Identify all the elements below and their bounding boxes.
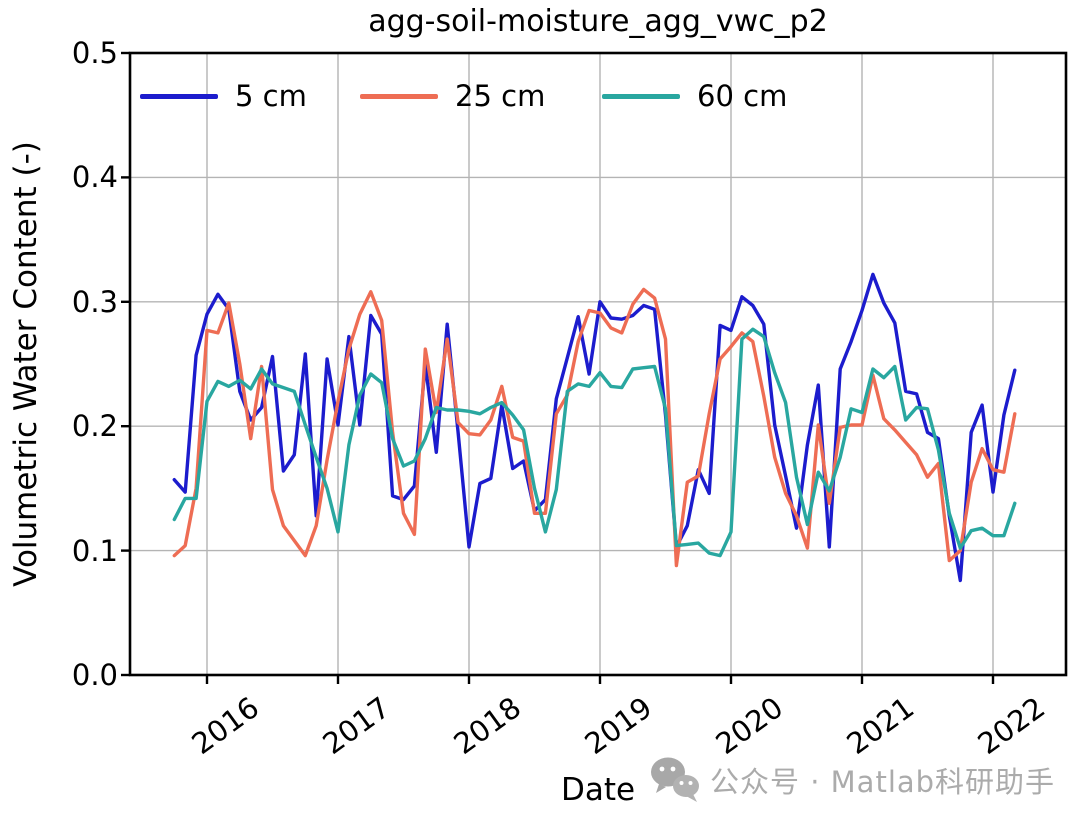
legend-line-sample-25cm — [360, 93, 438, 99]
legend-item-60cm: 60 cm — [602, 76, 787, 116]
y-axis-label: Volumetric Water Content (-) — [8, 141, 44, 587]
legend-label-5cm: 5 cm — [235, 79, 307, 113]
y-tick-label: 0.4 — [71, 160, 118, 195]
legend-label-25cm: 25 cm — [455, 79, 546, 113]
series-line-60cm — [172, 327, 1017, 558]
chart-title: agg-soil-moisture_agg_vwc_p2 — [368, 4, 828, 39]
wechat-icon — [651, 757, 699, 802]
legend-label-60cm: 60 cm — [697, 79, 788, 113]
y-tick-label: 0.1 — [71, 533, 118, 568]
axes-border — [128, 51, 1068, 677]
watermark: 公众号 · Matlab科研助手 — [648, 755, 1055, 805]
y-tick-label: 0.2 — [71, 409, 118, 444]
series-line-25cm — [172, 287, 1017, 568]
series-line-5cm — [172, 272, 1017, 583]
y-tick-label: 0.5 — [71, 36, 118, 70]
legend-item-5cm: 5 cm — [140, 76, 307, 116]
y-tick-label: 0.3 — [71, 284, 118, 319]
y-tick-label: 0.0 — [71, 658, 118, 692]
watermark-text: 公众号 · Matlab科研助手 — [710, 765, 1056, 799]
legend-line-sample-5cm — [140, 93, 218, 99]
legend-line-sample-60cm — [602, 93, 680, 99]
x-axis-label: Date — [560, 772, 636, 808]
legend-item-25cm: 25 cm — [360, 76, 545, 116]
